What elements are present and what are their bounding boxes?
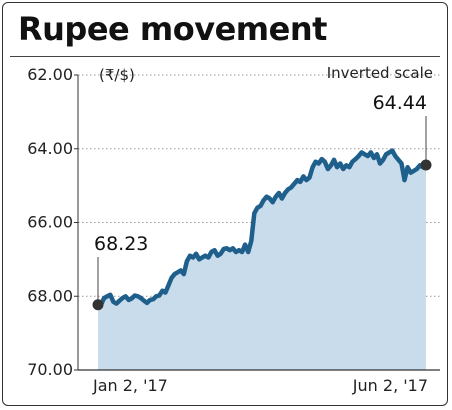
- unit-label: (₹/$): [99, 66, 135, 84]
- y-tick-label: 64.00: [27, 139, 73, 158]
- end-point-marker: [420, 159, 432, 171]
- y-tick-label: 70.00: [27, 360, 73, 379]
- inverted-scale-note: Inverted scale: [327, 64, 433, 82]
- y-tick-label: 66.00: [27, 213, 73, 232]
- series-area-fill: [98, 150, 426, 370]
- x-label-end: Jun 2, '17: [352, 376, 428, 395]
- series-line: [95, 148, 429, 307]
- x-label-start: Jan 2, '17: [92, 376, 168, 395]
- end-value-label: 64.44: [373, 92, 427, 114]
- chart-title: Rupee movement: [18, 10, 327, 48]
- y-tick-label: 62.00: [27, 65, 73, 84]
- start-point-marker: [92, 299, 104, 311]
- y-tick-label: 68.00: [27, 286, 73, 305]
- title-divider: [10, 56, 440, 57]
- start-value-label: 68.23: [94, 233, 148, 255]
